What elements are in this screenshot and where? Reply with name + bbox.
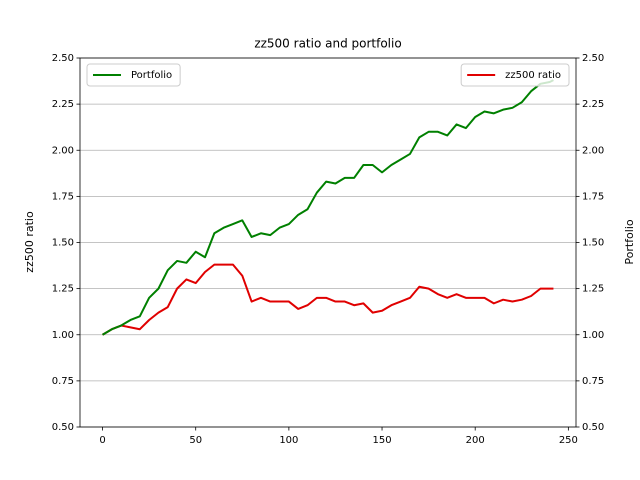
y2-tick-label: 1.00 bbox=[582, 330, 604, 341]
x-tick-label: 250 bbox=[559, 435, 578, 446]
y-tick-label: 2.00 bbox=[52, 145, 74, 156]
x-tick-label: 150 bbox=[372, 435, 391, 446]
y-tick-label: 0.50 bbox=[52, 422, 74, 433]
y2-tick-label: 1.50 bbox=[582, 238, 604, 249]
y-tick-label: 1.25 bbox=[52, 284, 74, 295]
legend: zz500 ratio bbox=[460, 63, 570, 87]
legend: Portfolio bbox=[86, 63, 181, 87]
x-tick-label: 50 bbox=[189, 435, 202, 446]
x-tick-label: 200 bbox=[466, 435, 485, 446]
y2-tick-label: 2.00 bbox=[582, 145, 604, 156]
x-tick-label: 0 bbox=[99, 435, 105, 446]
y2-tick-label: 2.50 bbox=[582, 53, 604, 64]
chart-title: zz500 ratio and portfolio bbox=[254, 37, 401, 51]
y-tick-label: 1.75 bbox=[52, 191, 74, 202]
y2-tick-label: 2.25 bbox=[582, 99, 604, 110]
y2-tick-label: 0.50 bbox=[582, 422, 604, 433]
y-tick-label: 1.50 bbox=[52, 238, 74, 249]
legend-box bbox=[460, 63, 570, 87]
legend-box bbox=[86, 63, 181, 87]
y-tick-label: 2.25 bbox=[52, 99, 74, 110]
data-line bbox=[102, 263, 554, 336]
y-axis-label: zz500 ratio bbox=[23, 211, 36, 273]
y2-axis-label: Portfolio bbox=[623, 219, 636, 265]
data-line bbox=[102, 79, 554, 336]
legend-label: zz500 ratio bbox=[505, 70, 561, 81]
plot-frame bbox=[79, 57, 577, 428]
legend-label: Portfolio bbox=[131, 70, 172, 81]
y2-tick-label: 1.75 bbox=[582, 191, 604, 202]
x-tick-label: 100 bbox=[279, 435, 298, 446]
y-tick-label: 2.50 bbox=[52, 53, 74, 64]
y-tick-label: 1.00 bbox=[52, 330, 74, 341]
y-tick-label: 0.75 bbox=[52, 376, 74, 387]
y2-tick-label: 1.25 bbox=[582, 284, 604, 295]
y2-tick-label: 0.75 bbox=[582, 376, 604, 387]
